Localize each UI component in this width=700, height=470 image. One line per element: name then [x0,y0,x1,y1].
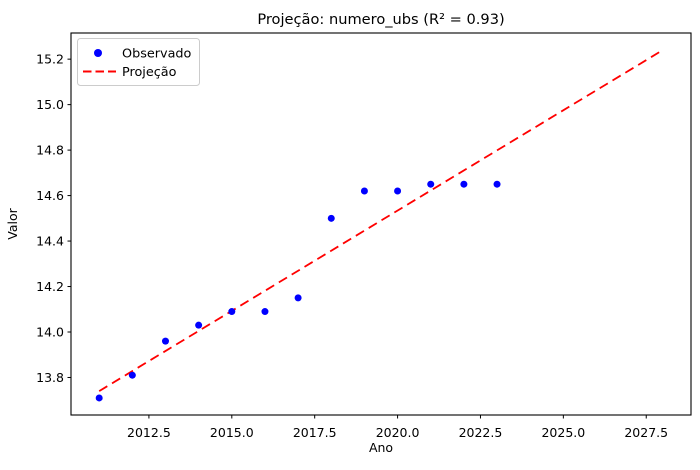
x-tick-label: 2025.0 [541,425,585,440]
y-tick-label: 14.4 [36,233,64,248]
chart-title: Projeção: numero_ubs (R² = 0.93) [257,11,504,28]
y-tick-label: 14.2 [36,279,64,294]
data-point [460,180,468,188]
x-axis-ticks: 2012.5 2015.0 2017.5 2020.0 2022.5 2025.0 2027… [127,415,668,440]
data-point [327,214,335,222]
observed-points [95,180,501,402]
y-tick-label: 13.8 [36,370,64,385]
observado-marker-icon [94,49,102,57]
data-point [394,187,402,195]
y-axis-ticks: 13.8 14.0 14.2 14.4 14.6 14.8 15.0 15.2 [36,52,71,385]
x-tick-label: 2020.0 [376,425,420,440]
x-axis-label: Ano [369,440,393,455]
legend-label-projecao: Projeção [122,65,177,80]
data-point [195,321,203,329]
data-point [493,180,501,188]
data-point [161,337,169,345]
projection-line [98,49,664,392]
x-tick-label: 2012.5 [127,425,171,440]
y-tick-label: 14.0 [36,324,64,339]
data-point [95,394,103,402]
data-point [294,294,302,302]
data-point [427,180,435,188]
y-axis-label: Valor [5,207,20,239]
x-tick-label: 2027.5 [624,425,668,440]
x-tick-label: 2015.0 [210,425,254,440]
y-tick-label: 15.0 [36,97,64,112]
data-point [360,187,368,195]
legend: Observado Projeção [77,38,200,86]
data-point [228,308,236,316]
legend-label-observado: Observado [122,47,192,62]
y-tick-label: 15.2 [36,52,64,67]
y-tick-label: 14.6 [36,188,64,203]
x-tick-label: 2017.5 [293,425,337,440]
plot-area [70,32,692,416]
data-point [128,371,136,379]
legend-box [77,38,200,86]
x-tick-label: 2022.5 [459,425,503,440]
data-point [261,308,269,316]
y-tick-label: 14.8 [36,143,64,158]
